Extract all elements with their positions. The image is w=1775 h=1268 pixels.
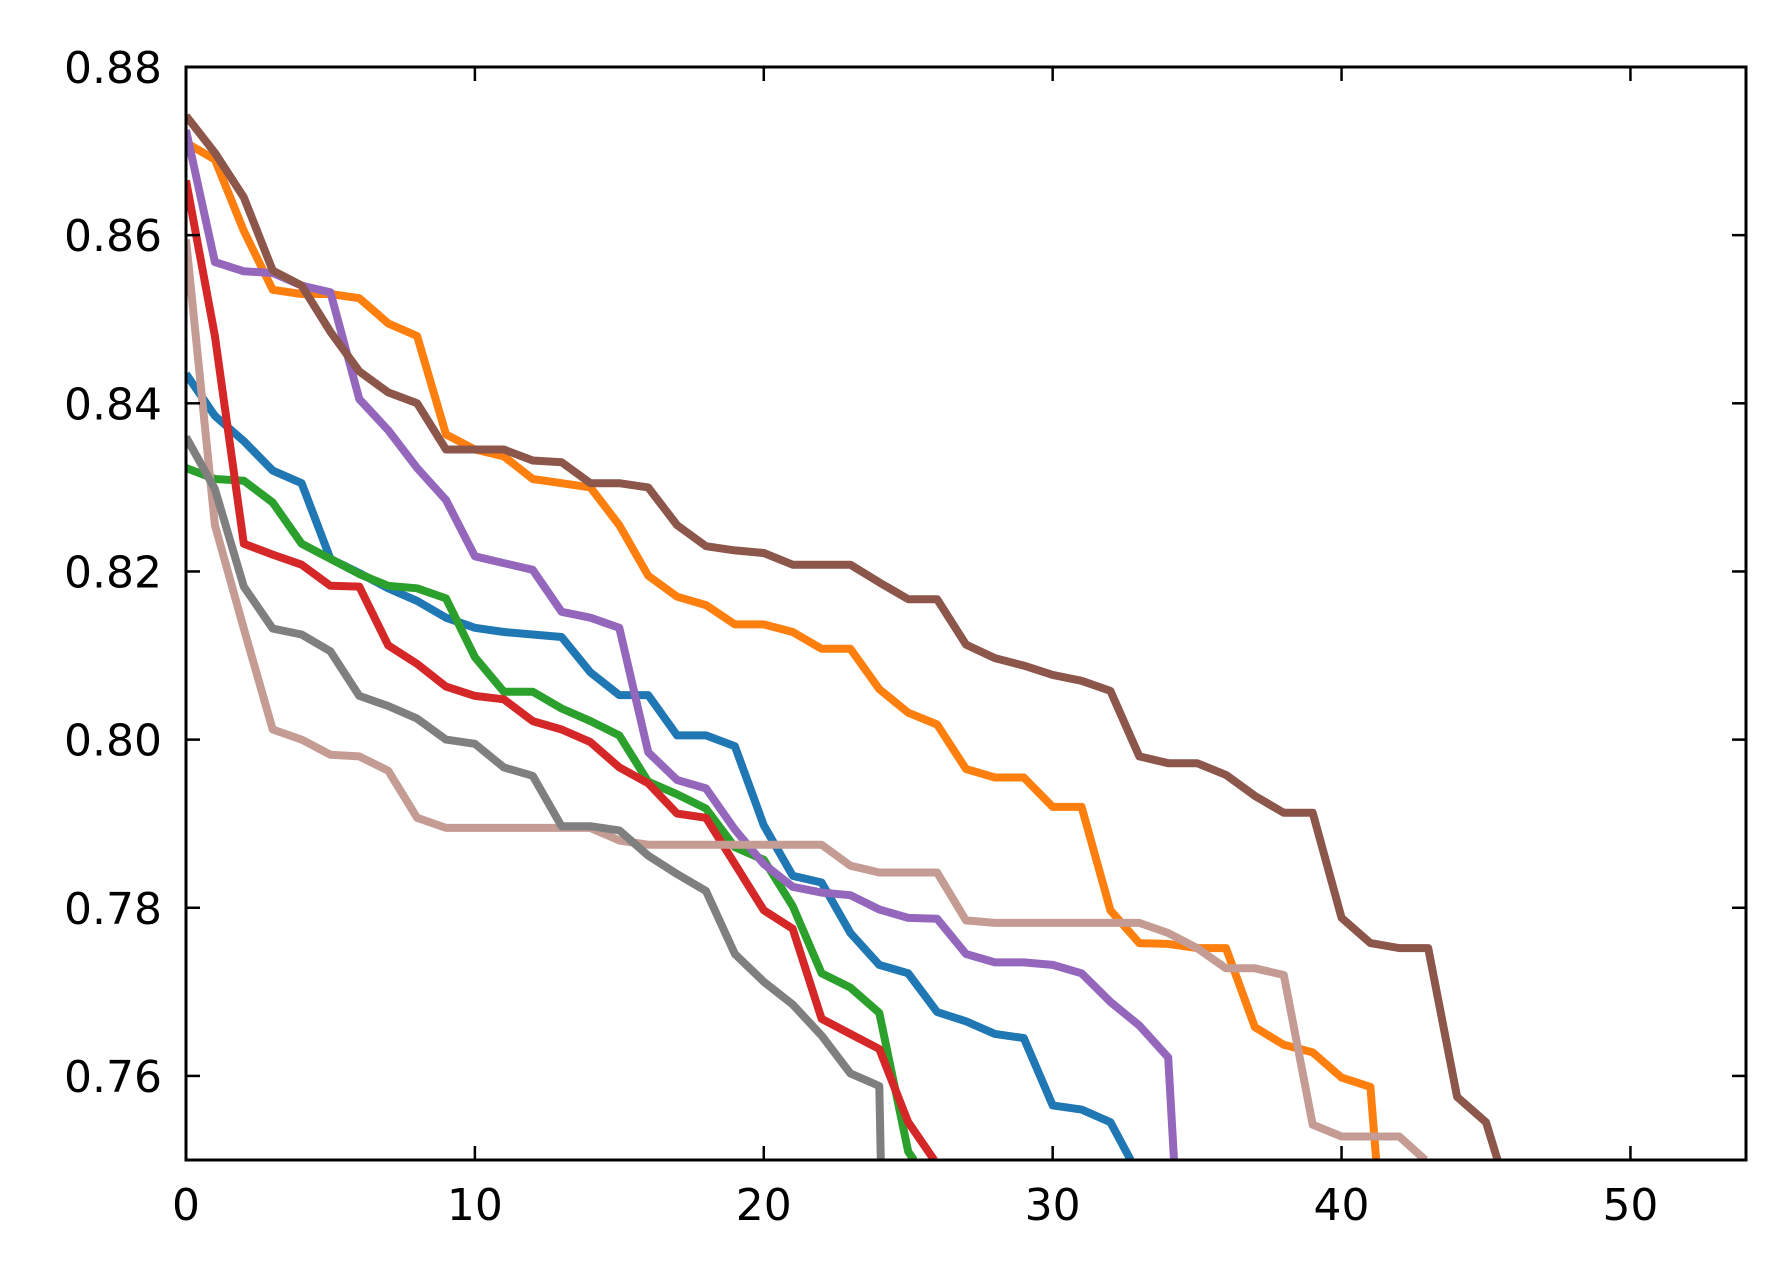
plot-frame [184, 65, 1748, 1162]
series-line-2 [186, 139, 1381, 1160]
y-tick-label: 0.82 [64, 547, 162, 598]
series-line-4 [186, 179, 938, 1160]
y-tick-label: 0.80 [64, 716, 162, 767]
series-line-6 [186, 113, 1502, 1160]
series-layer [186, 113, 1502, 1160]
tick-layer [184, 65, 1746, 1160]
x-tick-label: 40 [1314, 1180, 1370, 1231]
y-tick-label: 0.76 [64, 1052, 162, 1103]
x-tick-label: 50 [1602, 1180, 1658, 1231]
tick-label-layer: 0 10 20 30 40 50 0.76 0.78 0.80 0.82 0.84 0.86 0.88 [64, 43, 1658, 1231]
x-tick-label: 10 [447, 1180, 503, 1231]
series-line-8 [186, 434, 885, 1160]
y-tick-label: 0.84 [64, 379, 162, 430]
y-tick-label: 0.78 [64, 884, 162, 935]
x-tick-label: 30 [1025, 1180, 1081, 1231]
series-line-3 [186, 464, 918, 1160]
series-line-5 [186, 129, 1178, 1160]
series-line-7 [186, 238, 1428, 1160]
x-tick-label: 20 [736, 1180, 792, 1231]
x-tick-label: 0 [172, 1180, 200, 1231]
y-tick-label: 0.88 [64, 43, 162, 94]
y-tick-label: 0.86 [64, 211, 162, 262]
